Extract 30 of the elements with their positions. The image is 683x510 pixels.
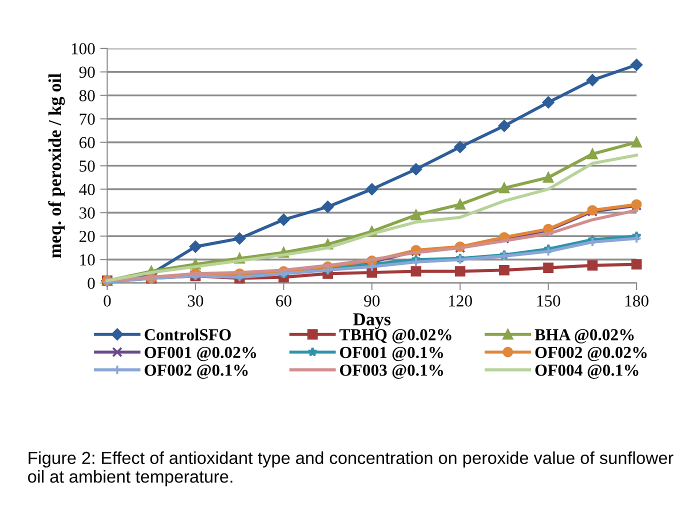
- y-tick-label: 90: [79, 66, 95, 78]
- legend-label: ControlSFO: [144, 328, 231, 340]
- legend-label: OF001 @0.02%: [144, 346, 256, 362]
- y-tick-label: 100: [72, 43, 95, 54]
- y-tick-label: 10: [80, 254, 95, 266]
- x-tick-label: 120: [449, 295, 472, 307]
- x-tick-label: 90: [364, 295, 380, 307]
- y-tick-label: 70: [80, 114, 95, 125]
- y-tick-label: 60: [79, 136, 95, 148]
- legend-label: BHA @0.02%: [534, 329, 634, 344]
- legend-label: TBHQ @0.02%: [339, 329, 452, 344]
- y-tick-label: 0: [88, 278, 95, 289]
- y-axis-title: meq. of peroxide / kg oil: [48, 73, 65, 258]
- legend-label: OF002 @0.02%: [535, 346, 647, 362]
- legend-label: OF001 @0.1%: [340, 346, 443, 362]
- x-tick-label: 60: [276, 295, 292, 307]
- y-tick-label: 80: [79, 90, 95, 102]
- x-tick-label: 180: [626, 295, 648, 307]
- legend-label: OF004 @0.1%: [535, 364, 638, 379]
- caption: Figure 2: Effect of antioxidant type and concentration on peroxide value of sunflower oil at ambient temperature.: [28, 451, 674, 486]
- y-tick-label: 20: [79, 230, 95, 242]
- legend-label: OF003 @0.1%: [340, 364, 443, 379]
- legend-label: OF002 @0.1%: [144, 364, 248, 379]
- x-tick-label: 30: [188, 295, 204, 307]
- y-tick-label: 40: [79, 184, 95, 196]
- x-tick-label: 150: [537, 295, 560, 307]
- y-tick-label: 50: [80, 160, 95, 172]
- x-axis-title: Days: [353, 313, 391, 330]
- x-tick-label: 0: [104, 295, 111, 307]
- y-tick-label: 30: [80, 207, 95, 219]
